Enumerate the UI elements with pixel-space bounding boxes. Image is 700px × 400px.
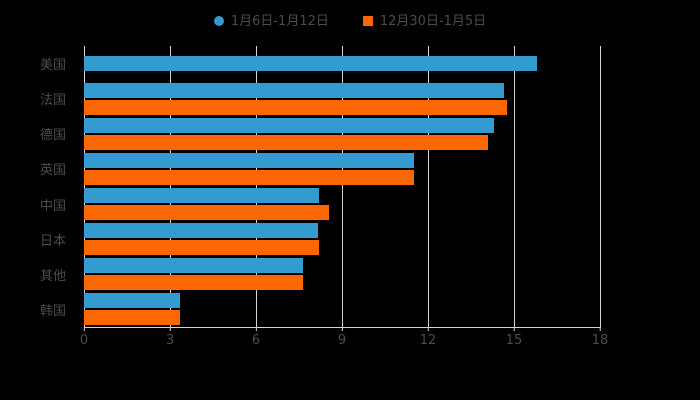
bar[interactable] bbox=[84, 205, 330, 221]
grid-line bbox=[600, 46, 601, 327]
x-axis-tick: 15 bbox=[505, 327, 523, 348]
grid-line bbox=[342, 46, 343, 327]
tick-mark bbox=[83, 327, 85, 331]
tick-mark bbox=[341, 327, 343, 331]
x-axis-tick-label: 0 bbox=[79, 333, 89, 348]
grid-line bbox=[84, 46, 85, 327]
y-axis-tick-label: 德国 bbox=[39, 128, 66, 144]
x-axis-ticks: 0 3 6 9 12 15 18 bbox=[80, 327, 608, 349]
bar-group bbox=[84, 187, 600, 222]
grid-line bbox=[170, 46, 171, 327]
x-axis-tick: 3 bbox=[166, 327, 174, 347]
bar[interactable] bbox=[84, 223, 318, 239]
bar-group bbox=[84, 222, 600, 257]
bar-groups bbox=[84, 46, 600, 327]
y-axis-tick-label: 英国 bbox=[39, 163, 66, 179]
x-axis-tick-label: 12 bbox=[419, 333, 437, 348]
x-axis-tick: 6 bbox=[252, 327, 260, 347]
y-axis-tick-label: 其他 bbox=[39, 268, 66, 284]
tick-mark bbox=[599, 327, 601, 331]
legend-circle-marker-icon bbox=[213, 16, 224, 26]
x-axis-tick-label: 15 bbox=[505, 333, 523, 348]
y-axis-labels: 美国 法国 德国 英国 中国 日本 其他 韩国 bbox=[0, 46, 76, 327]
tick-mark bbox=[255, 327, 257, 331]
y-axis-tick-label: 法国 bbox=[39, 93, 66, 109]
bar-group bbox=[84, 257, 600, 292]
bar-group bbox=[84, 151, 600, 186]
x-axis-tick: 12 bbox=[419, 327, 437, 348]
bar[interactable] bbox=[84, 240, 320, 256]
grid-line bbox=[428, 46, 429, 327]
x-axis-tick-label: 9 bbox=[337, 333, 347, 348]
grid-line bbox=[514, 46, 515, 327]
bar[interactable] bbox=[84, 188, 320, 204]
x-axis-tick-label: 3 bbox=[165, 333, 175, 348]
bar[interactable] bbox=[84, 152, 414, 168]
y-axis-tick-label: 韩国 bbox=[39, 303, 66, 319]
y-axis-tick-label: 美国 bbox=[39, 58, 66, 74]
x-axis-tick-label: 6 bbox=[251, 333, 261, 348]
bar[interactable] bbox=[84, 117, 494, 133]
tick-mark bbox=[427, 327, 429, 331]
bar[interactable] bbox=[84, 99, 507, 115]
legend-label-series-0: 1月6日-1月12日 bbox=[230, 13, 329, 29]
tick-mark bbox=[169, 327, 171, 331]
x-axis-tick: 18 bbox=[591, 327, 609, 348]
legend-label-series-1: 12月30日-1月5日 bbox=[379, 13, 487, 29]
bar-group bbox=[84, 81, 600, 116]
x-axis-tick: 0 bbox=[80, 327, 88, 347]
tick-mark bbox=[513, 327, 515, 331]
bar-group bbox=[84, 116, 600, 151]
grid-line bbox=[256, 46, 257, 327]
legend-item-series-1[interactable]: 12月30日-1月5日 bbox=[362, 13, 487, 29]
bar[interactable] bbox=[84, 293, 181, 309]
bar[interactable] bbox=[84, 169, 414, 185]
bar[interactable] bbox=[84, 258, 304, 274]
bar[interactable] bbox=[84, 310, 181, 326]
bar[interactable] bbox=[84, 275, 304, 291]
chart-legend: 1月6日-1月12日 12月30日-1月5日 bbox=[0, 8, 700, 34]
bar[interactable] bbox=[84, 82, 504, 98]
legend-square-marker-icon bbox=[362, 16, 373, 26]
bar-group bbox=[84, 46, 600, 81]
y-axis-tick-label: 日本 bbox=[39, 233, 66, 249]
bar[interactable] bbox=[84, 56, 537, 72]
x-axis-tick-label: 18 bbox=[591, 333, 609, 348]
x-axis-tick: 9 bbox=[338, 327, 346, 347]
plot-area bbox=[84, 46, 601, 327]
legend-item-series-0[interactable]: 1月6日-1月12日 bbox=[213, 13, 329, 29]
bar[interactable] bbox=[84, 134, 489, 150]
x-axis-line bbox=[84, 327, 601, 328]
y-axis-tick-label: 中国 bbox=[39, 198, 66, 214]
bar-group bbox=[84, 292, 600, 327]
